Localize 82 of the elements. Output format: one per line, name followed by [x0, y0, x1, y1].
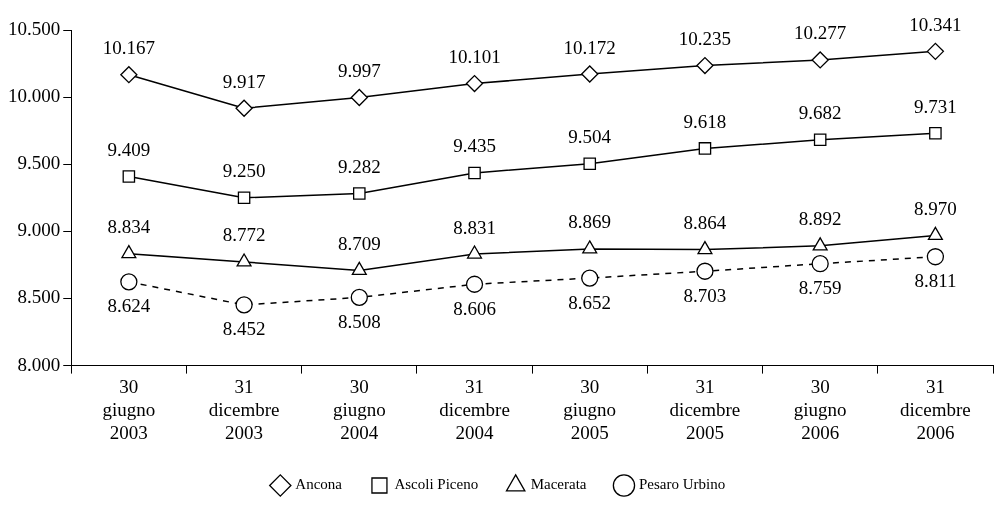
- point: [926, 42, 945, 60]
- point: [581, 65, 599, 83]
- point: [235, 99, 253, 117]
- legend-label: Pesaro Urbino: [638, 476, 726, 493]
- data-label: 9.618: [683, 110, 727, 132]
- point: [350, 288, 368, 307]
- data-label: 8.970: [914, 197, 957, 219]
- x-tick-label: 31 dicembre 2005: [669, 375, 741, 443]
- data-label: 10.172: [563, 36, 616, 58]
- point: [352, 187, 366, 200]
- point: [236, 253, 252, 267]
- point: [696, 262, 714, 280]
- point: [697, 240, 713, 255]
- data-label: 10.277: [794, 22, 847, 44]
- x-tick-label: 30 giugno 2003: [102, 375, 156, 443]
- point: [120, 273, 138, 291]
- data-label: 8.834: [107, 216, 151, 238]
- point: [811, 255, 829, 273]
- point: [929, 126, 942, 140]
- point: [698, 142, 712, 155]
- x-tick-label: 31 dicembre 2006: [900, 375, 971, 443]
- data-label: 9.409: [107, 138, 151, 160]
- data-label: 8.606: [453, 297, 496, 319]
- point: [465, 275, 484, 293]
- x-tick-label: 31 dicembre 2003: [208, 375, 280, 443]
- data-label: 9.282: [337, 155, 381, 177]
- point: [813, 133, 827, 147]
- data-label: 8.508: [337, 310, 381, 332]
- data-label: 8.624: [107, 295, 151, 317]
- data-label: 8.652: [568, 291, 612, 313]
- data-label: 8.892: [798, 208, 842, 230]
- data-label: 9.731: [914, 95, 957, 117]
- point: [351, 261, 367, 276]
- point: [121, 244, 137, 259]
- point: [583, 157, 597, 171]
- data-label: 10.235: [678, 28, 732, 50]
- point: [696, 56, 714, 75]
- point: [350, 88, 368, 107]
- y-tick-label: 8.000: [17, 353, 61, 375]
- data-label: 9.504: [568, 126, 612, 148]
- data-label: 8.703: [683, 284, 727, 306]
- x-tick-label: 30 giugno 2004: [332, 375, 386, 443]
- data-label: 10.167: [102, 37, 155, 59]
- y-tick-label: 8.500: [17, 286, 61, 308]
- y-tick-label: 9.500: [17, 152, 61, 174]
- data-label: 8.869: [568, 211, 612, 233]
- legend-label: Ancona: [295, 476, 343, 493]
- legend-label: Ascoli Piceno: [394, 476, 479, 493]
- point: [237, 191, 251, 205]
- data-label: 9.250: [222, 160, 266, 182]
- y-tick-label: 9.000: [17, 219, 61, 241]
- x-tick-label: 31 dicembre 2004: [439, 375, 510, 443]
- point: [465, 74, 484, 93]
- point: [581, 269, 599, 287]
- data-label: 8.709: [337, 232, 381, 254]
- data-label: 9.997: [337, 60, 381, 82]
- point: [122, 170, 136, 183]
- point: [466, 245, 483, 259]
- data-label: 8.772: [222, 224, 266, 246]
- data-label: 8.831: [453, 216, 496, 238]
- point: [582, 240, 598, 254]
- data-label: 8.759: [798, 277, 842, 299]
- x-tick-label: 30 giugno 2006: [793, 375, 847, 443]
- y-tick-label: 10.500: [8, 17, 61, 39]
- data-label: 8.811: [914, 270, 957, 292]
- point: [235, 296, 253, 314]
- point: [468, 166, 481, 180]
- data-label: 8.452: [222, 318, 266, 340]
- point: [927, 226, 943, 241]
- data-label: 9.435: [453, 135, 496, 157]
- x-tick-label: 30 giugno 2005: [563, 375, 617, 443]
- data-label: 9.682: [798, 102, 842, 124]
- point: [811, 51, 829, 69]
- legend-label: Macerata: [530, 476, 587, 493]
- data-label: 8.864: [683, 212, 727, 234]
- data-label: 10.101: [448, 46, 501, 68]
- point: [926, 248, 945, 266]
- point: [812, 237, 828, 251]
- point: [120, 66, 138, 84]
- data-label: 10.341: [909, 13, 962, 35]
- data-label: 9.917: [222, 70, 266, 92]
- y-tick-label: 10.000: [8, 85, 61, 107]
